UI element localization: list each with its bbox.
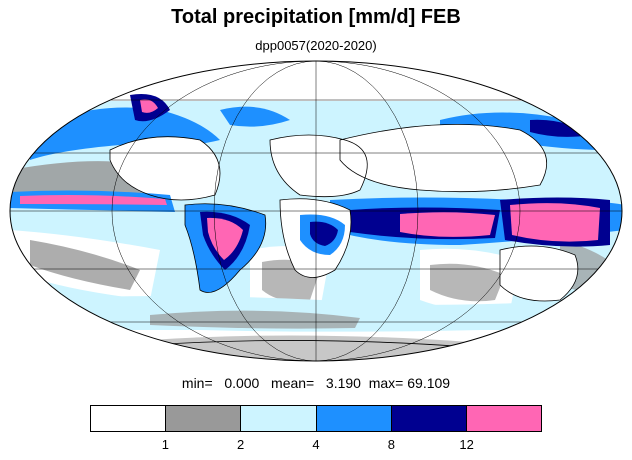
legend-tick-label: 1 — [161, 437, 169, 452]
legend-color-box — [466, 406, 542, 431]
legend-tick-label: 8 — [387, 437, 395, 452]
legend-tick-label: 4 — [312, 437, 320, 452]
legend-tick-label: 2 — [237, 437, 245, 452]
map-border — [9, 60, 623, 362]
mean-label: mean= — [271, 375, 315, 391]
min-label: min= — [181, 375, 213, 391]
legend-color-box — [316, 406, 392, 431]
north-america — [110, 136, 220, 200]
map-subtitle: dpp0057(2020-2020) — [255, 38, 377, 53]
min-value: 0.000 — [224, 375, 260, 391]
asia — [340, 124, 547, 192]
coastlines — [109, 123, 579, 348]
max-label: max= — [368, 375, 404, 391]
legend-color-box — [391, 406, 467, 431]
statistics-line: min= 0.000 mean= 3.190 max= 69.109 — [0, 375, 632, 391]
legend-color-box — [166, 406, 242, 431]
precipitation-map — [9, 60, 623, 362]
map-title: Total precipitation [mm/d] FEB — [171, 6, 461, 28]
legend-color-box — [241, 406, 317, 431]
legend-tick-label: 12 — [459, 437, 474, 452]
australia — [500, 246, 578, 301]
mean-value: 3.190 — [325, 375, 361, 391]
max-value: 69.109 — [407, 375, 451, 391]
legend-color-box — [91, 406, 167, 431]
color-legend — [90, 405, 542, 432]
graticule — [10, 61, 622, 361]
